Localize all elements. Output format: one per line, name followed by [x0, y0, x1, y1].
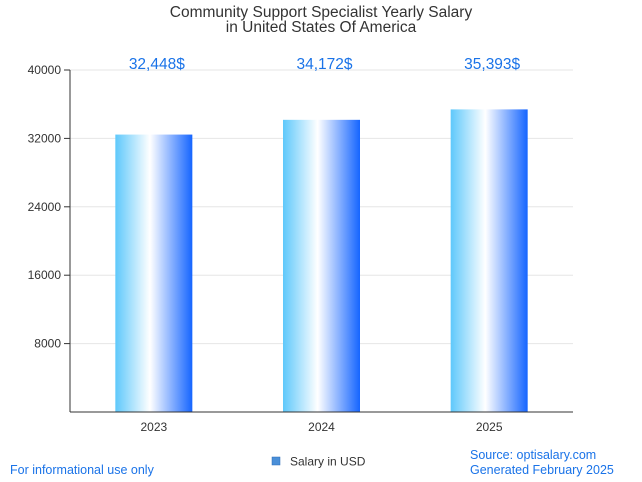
chart-title-line2: in United States Of America	[226, 19, 417, 36]
y-axis-ticks: 8000 16000 24000 32000 40000	[28, 63, 70, 351]
y-tick-label: 40000	[28, 63, 62, 77]
bar-2024[interactable]	[283, 119, 360, 412]
x-tick-label: 2023	[140, 420, 167, 434]
x-axis-ticks: 2023 2024 2025	[140, 420, 502, 434]
bar-2023[interactable]	[115, 134, 193, 413]
x-tick-label: 2025	[476, 420, 503, 434]
y-tick-label: 24000	[28, 200, 62, 214]
chart-title-line1: Community Support Specialist Yearly Sala…	[170, 4, 473, 21]
value-labels: 32,448$ 34,172$ 35,393$	[129, 56, 521, 73]
legend[interactable]: Salary in USD	[271, 455, 366, 469]
y-tick-label: 16000	[28, 268, 62, 282]
footer-disclaimer: For informational use only	[10, 463, 155, 477]
footer-generated: Generated February 2025	[470, 463, 614, 477]
x-tick-label: 2024	[308, 420, 335, 434]
value-label-2023: 32,448$	[129, 56, 185, 73]
bar-2025[interactable]	[450, 109, 528, 413]
legend-label: Salary in USD	[290, 455, 366, 469]
bars	[115, 109, 528, 413]
y-tick-label: 8000	[34, 337, 61, 351]
legend-swatch	[271, 456, 281, 466]
value-label-2025: 35,393$	[464, 56, 520, 73]
y-tick-label: 32000	[28, 131, 62, 145]
footer-source[interactable]: Source: optisalary.com	[470, 448, 596, 462]
value-label-2024: 34,172$	[296, 56, 352, 73]
